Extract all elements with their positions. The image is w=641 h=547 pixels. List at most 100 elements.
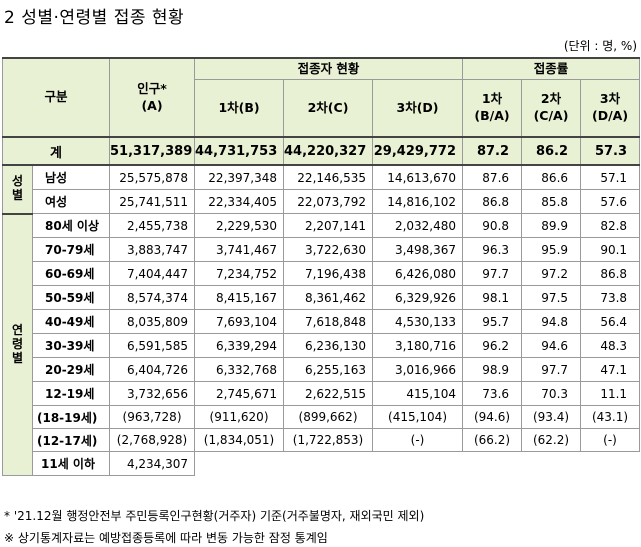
cell-d2: 8,361,462 — [283, 285, 374, 310]
total-d3: 29,429,772 — [372, 136, 464, 166]
header-population: 인구* (A) — [109, 57, 196, 138]
cell-pop: 3,732,656 — [109, 381, 196, 406]
cell-d3: (-) — [372, 428, 464, 452]
cell-d3: 4,530,133 — [372, 309, 464, 334]
cell-r2: 94.8 — [521, 309, 582, 334]
cell-d2: (1,722,853) — [283, 428, 374, 452]
cell-d2: 22,073,792 — [283, 189, 374, 214]
cell-r3: 56.4 — [580, 309, 641, 334]
cell-d2: 3,722,630 — [283, 237, 374, 262]
cell-d2: 2,207,141 — [283, 213, 374, 238]
row-label: 50-59세 — [31, 285, 111, 310]
total-pop: 51,317,389 — [109, 136, 196, 166]
cell-pop: 25,575,878 — [109, 164, 196, 190]
total-d1: 44,731,753 — [194, 136, 285, 166]
cell-d1: 7,234,752 — [194, 261, 285, 286]
unit-note: (단위 : 명, %) — [563, 39, 637, 53]
table-row: 11세 이하 4,234,307 — [3, 451, 640, 476]
row-label: (12-17세) — [31, 428, 111, 452]
cell-r2: (93.4) — [521, 405, 582, 429]
header-rate3: 3차 (D/A) — [580, 79, 641, 138]
cell-d3: (415,104) — [372, 405, 464, 429]
cell-r2: 97.7 — [521, 357, 582, 382]
header-dose2: 2차(C) — [283, 79, 374, 138]
header-rate-group: 접종률 — [462, 57, 641, 80]
cell-r1: (94.6) — [462, 405, 523, 429]
cell-d1: 2,229,530 — [194, 213, 285, 238]
cell-d2: 7,618,848 — [283, 309, 374, 334]
cell-pop: (2,768,928) — [109, 428, 196, 452]
cell-pop: 8,035,809 — [109, 309, 196, 334]
header-rate2: 2차 (C/A) — [521, 79, 582, 138]
cell-r3: 57.1 — [580, 164, 641, 190]
cell-d1: (1,834,051) — [194, 428, 285, 452]
cell-d2: 6,236,130 — [283, 333, 374, 358]
cell-d3: 14,816,102 — [372, 189, 464, 214]
cell-d3: 6,426,080 — [372, 261, 464, 286]
cell-r1: 87.6 — [462, 164, 523, 190]
row-label: 70-79세 — [31, 237, 111, 262]
row-label: 30-39세 — [31, 333, 111, 358]
cell-r3: 73.8 — [580, 285, 641, 310]
cell-d3: 3,180,716 — [372, 333, 464, 358]
cell-d1: 8,415,167 — [194, 285, 285, 310]
cell-d1: 22,397,348 — [194, 164, 285, 190]
cell-d2: 2,622,515 — [283, 381, 374, 406]
cell-pop: 3,883,747 — [109, 237, 196, 262]
header-rate1: 1차 (B/A) — [462, 79, 523, 138]
header-dose1: 1차(B) — [194, 79, 285, 138]
cell-d1: 2,745,671 — [194, 381, 285, 406]
cell-pop: 25,741,511 — [109, 189, 196, 214]
total-row: 계 51,317,389 44,731,753 44,220,327 29,42… — [1, 136, 641, 166]
cell-r1: 73.6 — [462, 381, 523, 406]
cell-r1: 97.7 — [462, 261, 523, 286]
table-row: 12-19세 3,732,656 2,745,671 2,622,515 415… — [3, 381, 641, 406]
cell-d3: 3,016,966 — [372, 357, 464, 382]
cell-d3: 6,329,926 — [372, 285, 464, 310]
cell-d1: 22,334,405 — [194, 189, 285, 214]
cell-pop: 6,591,585 — [109, 333, 196, 358]
cell-r3: 11.1 — [580, 381, 641, 406]
cell-pop: 2,455,738 — [109, 213, 196, 238]
cell-d2: 6,255,163 — [283, 357, 374, 382]
cell-r1: 90.8 — [462, 213, 523, 238]
cell-r3: 90.1 — [580, 237, 641, 262]
table-row: 20-29세 6,404,726 6,332,768 6,255,163 3,0… — [3, 357, 641, 382]
cell-r2: (62.2) — [521, 428, 582, 452]
row-label: 80세 이상 — [31, 213, 111, 238]
cell-r2: 97.5 — [521, 285, 582, 310]
cell-r3: 48.3 — [580, 333, 641, 358]
cell-pop: (963,728) — [109, 405, 196, 429]
row-label: 20-29세 — [31, 357, 111, 382]
vaccination-table: 구분 인구* (A) 접종자 현황 접종률 1차(B) 2차(C) 3차(D) … — [1, 57, 641, 476]
cell-d3: 14,613,670 — [372, 164, 464, 190]
cell-r3: (43.1) — [580, 405, 641, 429]
total-r2: 86.2 — [521, 136, 582, 166]
row-label: 12-19세 — [31, 381, 111, 406]
row-label: 남성 — [31, 164, 111, 190]
cell-r3: 47.1 — [580, 357, 641, 382]
cell-r1: 98.9 — [462, 357, 523, 382]
cell-r1: 98.1 — [462, 285, 523, 310]
table-row: 60-69세 7,404,447 7,234,752 7,196,438 6,4… — [3, 261, 641, 286]
cell-r3: 86.8 — [580, 261, 641, 286]
table-row: (18-19세) (963,728) (911,620) (899,662) (… — [3, 405, 641, 429]
cell-d3: 415,104 — [372, 381, 464, 406]
header-vaccinated-group: 접종자 현황 — [194, 57, 464, 80]
footnote-provisional: ※ 상기통계자료는 예방접종등록에 따라 변동 가능한 잠정 통계임 — [4, 531, 328, 545]
table-row: 40-49세 8,035,809 7,693,104 7,618,848 4,5… — [3, 309, 641, 334]
row-label: 60-69세 — [31, 261, 111, 286]
cell-r1: 96.3 — [462, 237, 523, 262]
header-category: 구분 — [1, 57, 111, 138]
cell-r1: 86.8 — [462, 189, 523, 214]
cell-r1: (66.2) — [462, 428, 523, 452]
cell-r3: 57.6 — [580, 189, 641, 214]
cell-pop: 6,404,726 — [109, 357, 196, 382]
table-row: (12-17세) (2,768,928) (1,834,051) (1,722,… — [3, 428, 641, 452]
cell-r3: 82.8 — [580, 213, 641, 238]
total-r3: 57.3 — [580, 136, 641, 166]
cell-r2: 94.6 — [521, 333, 582, 358]
